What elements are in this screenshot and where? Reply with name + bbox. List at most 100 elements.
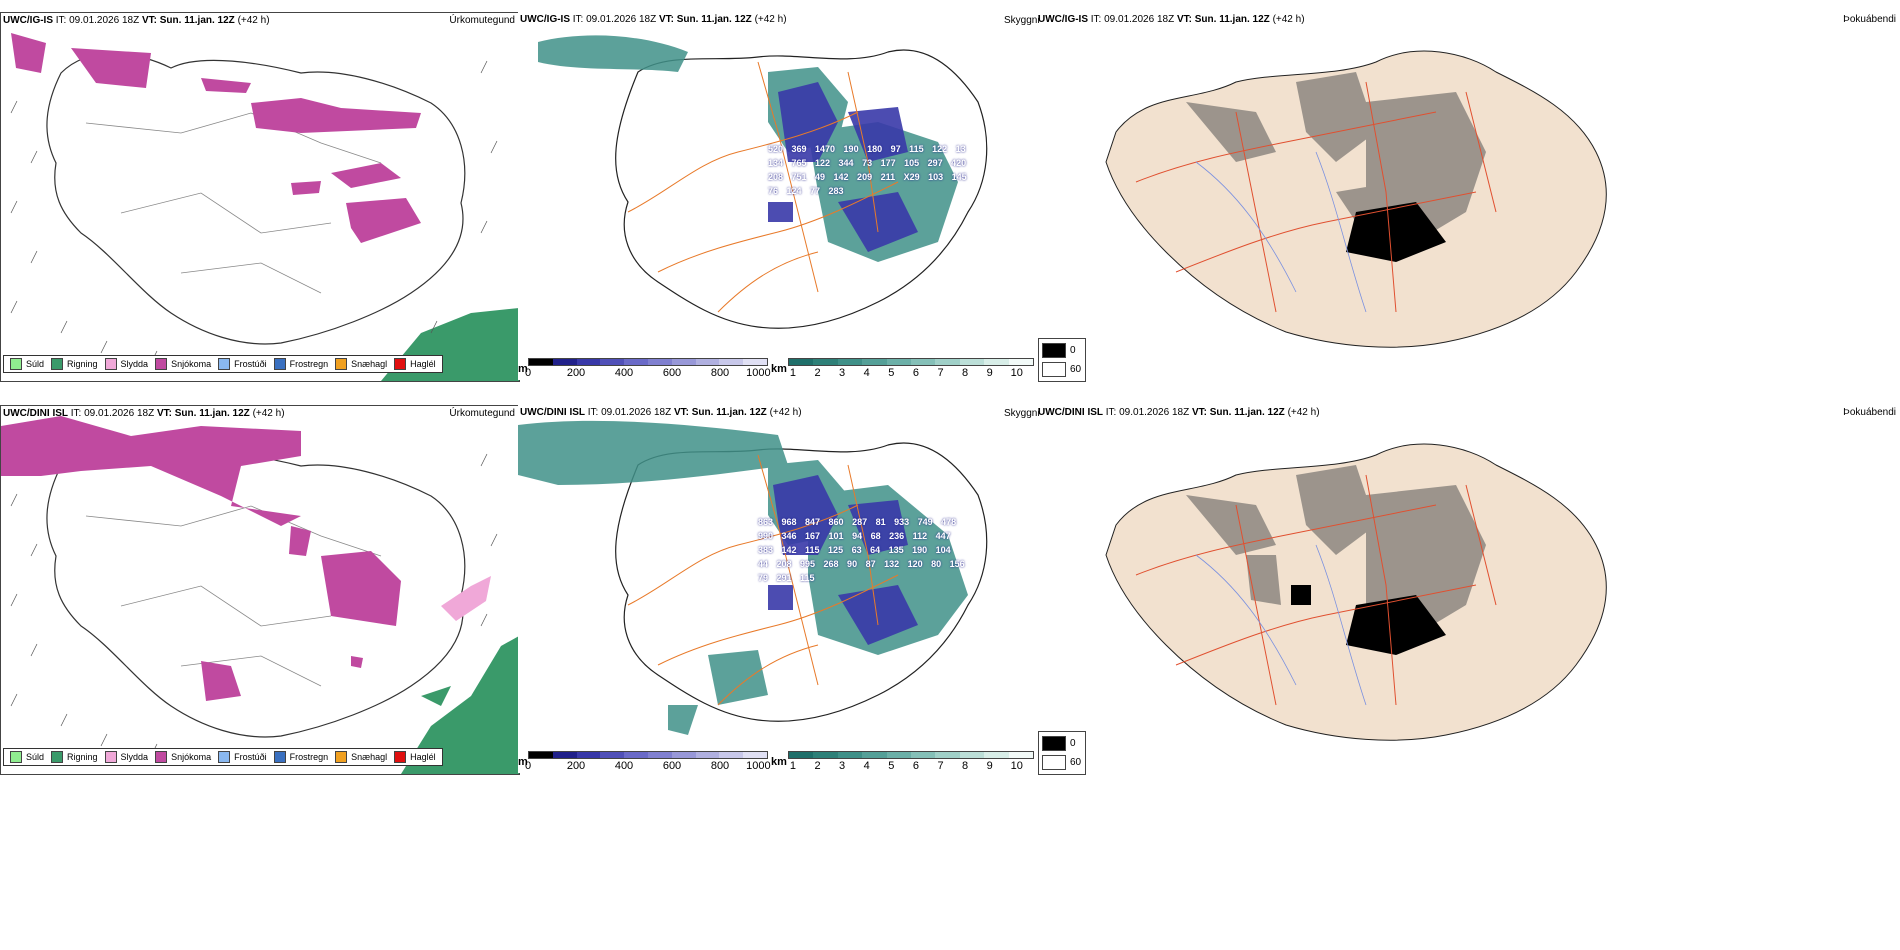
fog-key-row: 0 (1042, 736, 1082, 751)
model-name: UWC/DINI ISL (1038, 407, 1103, 418)
legend-label: Slydda (120, 752, 149, 762)
lead-time: (+42 h) (1272, 14, 1305, 25)
tick-label: 7 (937, 367, 944, 379)
visibility-map-top (538, 35, 988, 329)
legend-label: Haglél (410, 752, 436, 762)
legend-swatch (104, 751, 117, 763)
it-label: IT: (70, 408, 82, 419)
tick-label: 1 (789, 367, 796, 379)
tick-label: 6 (912, 760, 919, 772)
legend-swatch (394, 751, 407, 763)
tick-label: 3 (839, 367, 846, 379)
panel-title: Úrkomutegund (449, 15, 515, 26)
fog-swatch (1042, 343, 1066, 358)
fog-swatch (1042, 736, 1066, 751)
visibility-panel-title: Skyggni (1004, 408, 1040, 419)
it-label: IT: (572, 14, 584, 25)
visibility-colorbar: 1 2 3 4 5 6 7 8 9 10 (788, 751, 1034, 772)
tick-label: 200 (566, 760, 586, 772)
fog-key-row: 60 (1042, 362, 1082, 377)
legend-item-sleet: Slydda (104, 751, 149, 763)
it-label: IT: (55, 15, 67, 26)
tick-label: 3 (839, 760, 846, 772)
fog-key-row: 60 (1042, 755, 1082, 770)
tick-label: 5 (888, 367, 895, 379)
colorbar-ticks: 0 200 400 600 800 1000 (524, 759, 771, 772)
legend-label: Rigning (67, 359, 98, 369)
it-label: IT: (1105, 407, 1117, 418)
snow-visibility-colorbar: 0 200 400 600 800 1000 (525, 358, 771, 379)
tick-label: 600 (662, 367, 682, 379)
fog-key: 0 60 (1038, 731, 1086, 775)
colorbar-bars (788, 751, 1034, 759)
tick-label: 9 (986, 760, 993, 772)
tick-label: 800 (710, 760, 730, 772)
visibility-panel-title: Skyggni (1004, 15, 1040, 26)
legend-item-hail: Haglél (394, 751, 436, 763)
tick-label: 6 (912, 367, 919, 379)
legend-label: Frostregn (289, 359, 329, 369)
legend-label: Súld (26, 359, 45, 369)
legend-swatch (51, 751, 64, 763)
colorbar-ticks: 1 2 3 4 5 6 7 8 9 10 (788, 366, 1034, 379)
legend-swatch (10, 751, 22, 763)
legend-item-snow: Snjókoma (155, 358, 211, 370)
tick-label: 10 (1010, 760, 1023, 772)
snow-visibility-colorbar: 0 200 400 600 800 1000 (524, 751, 771, 772)
lead-time: (+42 h) (1287, 407, 1320, 418)
legend-item-snow-pellets: Snæhagl (335, 358, 387, 370)
vt-label: VT: (156, 408, 172, 419)
fog-panel-top: UWC/IG-IS IT: 09.01.2026 18Z VT: Sun. 11… (1004, 12, 1900, 382)
fog-swatch (1042, 755, 1066, 770)
lead-time: (+42 h) (754, 14, 787, 25)
vt-value: Sun. 11.jan. 12Z (1209, 407, 1285, 418)
legend-swatch (51, 358, 64, 370)
legend-label: Snæhagl (351, 359, 388, 369)
legend-item-hail: Haglél (394, 358, 436, 370)
precip-type-map-bottom (1, 416, 519, 774)
legend-item-rain: Rigning (51, 358, 98, 370)
tick-label: 0 (524, 760, 532, 772)
vt-value: Sun. 11.jan. 12Z (174, 408, 250, 419)
model-name: UWC/IG-IS (520, 14, 570, 25)
legend-label: Rigning (67, 752, 98, 762)
legend-item-freezing-rain: Frostregn (273, 751, 329, 763)
tick-label: 10 (1010, 367, 1023, 379)
legend-item-rain: Rigning (51, 751, 98, 763)
legend-label: Snjókoma (171, 752, 212, 762)
tick-label: 8 (962, 367, 969, 379)
tick-label: 1000 (746, 760, 771, 772)
legend-label: Haglél (410, 359, 436, 369)
snow-area-bottom (1, 416, 401, 701)
snow-unit-label: m (518, 756, 528, 768)
tick-label: 400 (614, 760, 634, 772)
colorbar-bars (528, 751, 768, 759)
tick-label: 600 (662, 760, 682, 772)
legend-item-snow: Snjókoma (155, 751, 211, 763)
legend-label: Frostúði (234, 752, 267, 762)
tick-label: 1000 (746, 367, 771, 379)
vt-label: VT: (141, 15, 157, 26)
colorbar-ticks: 0 200 400 600 800 1000 (525, 366, 771, 379)
fog-key-label: 60 (1070, 757, 1082, 768)
legend-swatch (104, 358, 117, 370)
legend-swatch (394, 358, 407, 370)
colorbar-bars (788, 358, 1034, 366)
legend-label: Frostregn (289, 752, 329, 762)
vt-label: VT: (658, 14, 674, 25)
tick-label: 4 (863, 367, 870, 379)
visibility-map-bottom (518, 420, 988, 735)
vt-value: Sun. 11.jan. 12Z (691, 407, 767, 418)
it-value: 09.01.2026 18Z (84, 408, 155, 419)
vt-value: Sun. 11.jan. 12Z (1194, 14, 1270, 25)
legend-item-freezing-drizzle: Frostúði (218, 358, 267, 370)
visibility-panel-top: UWC/IG-IS IT: 09.01.2026 18Z VT: Sun. 11… (518, 12, 1036, 380)
snow-area-top (11, 33, 421, 243)
legend-label: Súld (26, 752, 45, 762)
fog-swatch (1042, 362, 1066, 377)
legend-swatch (155, 751, 168, 763)
tick-label: 2 (814, 367, 821, 379)
snow-unit-label: m (518, 363, 528, 375)
it-value: 09.01.2026 18Z (1119, 407, 1190, 418)
it-value: 09.01.2026 18Z (69, 15, 140, 26)
